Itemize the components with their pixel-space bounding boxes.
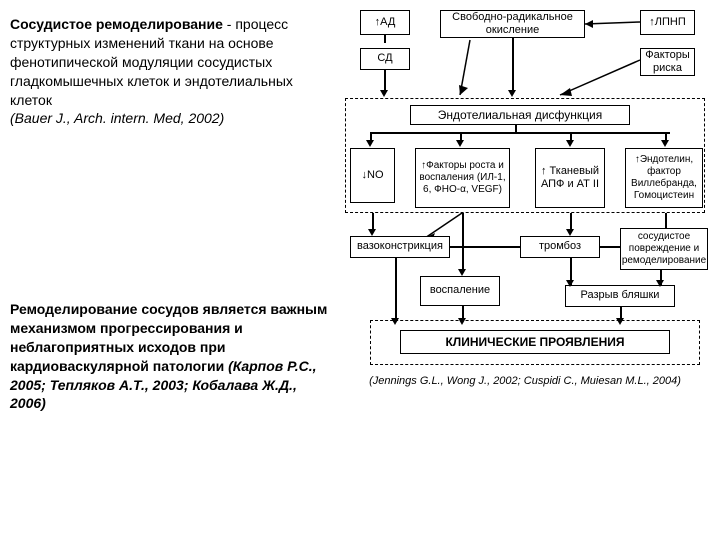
arr-ed-gr [456,140,464,147]
node-clinical: КЛИНИЧЕСКИЕ ПРОЯВЛЕНИЯ [400,330,670,354]
arr-ed-no [366,140,374,147]
a-rem-plq [656,280,664,287]
l-vaso-thr [450,246,520,248]
node-growth: ↑Факторы роста и воспаления (ИЛ-1, 6, ФН… [415,148,510,208]
node-no: ↓NO [350,148,395,203]
diag-arrows [340,10,710,110]
a-thr-plq [566,280,574,287]
line-ed-top [515,125,517,133]
flowchart: ↑АД Свободно-радикальное окисление ↑ЛПНП… [340,10,710,530]
left-paragraph-2: Ремоделирование сосудов является важным … [10,300,335,413]
arr-ed-at [566,140,574,147]
node-ed: Эндотелиальная дисфункция [410,105,630,125]
l-gr-infl [462,213,464,271]
node-inflamm: воспаление [420,276,500,306]
a-gr-infl [458,269,466,276]
left-paragraph-1: Сосудистое ремоделирование - процесс стр… [10,15,330,128]
a-plq-clin [616,318,624,325]
node-plaque: Разрыв бляшки [565,285,675,307]
node-thromb: тромбоз [520,236,600,258]
l-thr-rem [600,246,620,248]
a-infl-clin [458,318,466,325]
title: Сосудистое ремоделирование [10,16,223,32]
citation-1: (Bauer J., Arch. intern. Med, 2002) [10,110,224,126]
node-remodel: сосудистое повреждение и ремоделирование [620,228,708,270]
diagram-caption: (Jennings G.L., Wong J., 2002; Cuspidi C… [355,375,695,387]
node-at2: ↑ Тканевый АПФ и АТ II [535,148,605,208]
node-vasoconstr: вазоконстрикция [350,236,450,258]
a-vaso-clin [391,318,399,325]
line-ed-horiz [370,132,670,134]
arr-ed-en [661,140,669,147]
node-endothelin: ↑Эндотелин, фактор Виллебранда, Гомоцист… [625,148,703,208]
l-vaso-clin [395,258,397,320]
